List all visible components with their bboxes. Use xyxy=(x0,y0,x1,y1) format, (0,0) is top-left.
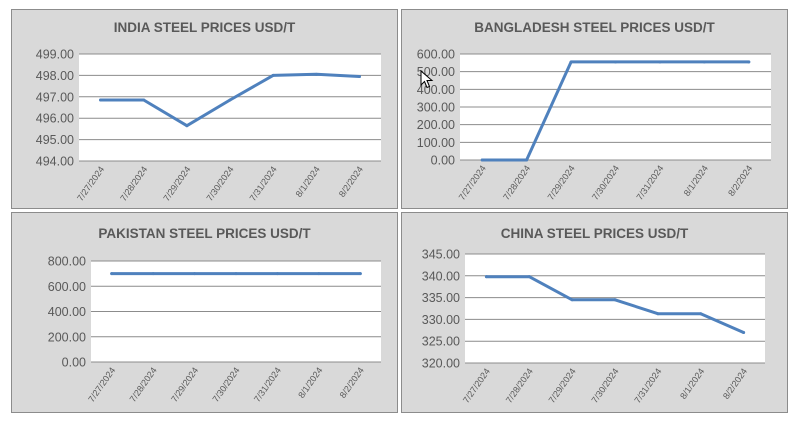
pakistan-data-point xyxy=(317,272,321,276)
china-chart-title: CHINA STEEL PRICES USD/T xyxy=(501,226,689,241)
india-x-tick-label: 8/2/2024 xyxy=(337,164,365,198)
pakistan-x-tick-label: 7/30/2024 xyxy=(210,365,241,404)
china-data-point xyxy=(656,312,660,316)
china-x-tick-label: 7/29/2024 xyxy=(547,366,578,405)
bangladesh-x-tick-label: 7/27/2024 xyxy=(457,163,488,202)
pakistan-y-tick-label: 800.00 xyxy=(48,255,86,269)
mouse-cursor-icon xyxy=(420,70,434,89)
bangladesh-x-tick-label: 7/31/2024 xyxy=(634,163,665,202)
china-x-tick-label: 7/27/2024 xyxy=(461,366,492,405)
india-data-point xyxy=(228,98,232,102)
bangladesh-y-tick-label: 200.00 xyxy=(417,118,455,132)
china-chart-panel: CHINA STEEL PRICES USD/T 320.00 325.00 330.… xyxy=(401,212,788,413)
india-y-tick-label: 498.00 xyxy=(36,69,74,83)
bangladesh-x-tick-label: 8/1/2024 xyxy=(682,163,710,197)
india-chart-title: INDIA STEEL PRICES USD/T xyxy=(114,20,296,35)
pakistan-chart-panel: PAKISTAN STEEL PRICES USD/T 0.00 200.00 400… xyxy=(11,212,398,413)
china-x-tick-label: 7/31/2024 xyxy=(632,366,663,405)
china-x-tick-label: 7/30/2024 xyxy=(589,366,620,405)
india-x-tick-label: 8/1/2024 xyxy=(294,164,322,198)
china-data-point xyxy=(570,298,574,302)
bangladesh-x-tick-label: 7/29/2024 xyxy=(546,163,577,202)
pakistan-x-tick-label: 7/31/2024 xyxy=(252,365,283,404)
bangladesh-chart-svg: BANGLADESH STEEL PRICES USD/T 0.00 100.00 2… xyxy=(417,20,771,202)
bangladesh-x-tick-label: 8/2/2024 xyxy=(726,163,754,197)
pakistan-y-tick-label: 400.00 xyxy=(48,305,86,319)
china-data-point xyxy=(613,298,617,302)
bangladesh-data-point xyxy=(747,60,751,64)
bangladesh-chart-title: BANGLADESH STEEL PRICES USD/T xyxy=(474,20,715,35)
china-y-tick-label: 330.00 xyxy=(422,313,460,327)
india-data-point xyxy=(271,73,275,77)
india-data-point xyxy=(314,72,318,76)
pakistan-data-point xyxy=(275,272,279,276)
pakistan-x-tick-label: 8/1/2024 xyxy=(296,365,324,399)
india-data-point xyxy=(99,98,103,102)
pakistan-data-point xyxy=(234,272,238,276)
pakistan-y-tick-label: 200.00 xyxy=(48,330,86,344)
pakistan-chart-title: PAKISTAN STEEL PRICES USD/T xyxy=(98,226,311,241)
pakistan-y-tick-label: 0.00 xyxy=(62,356,86,370)
china-y-tick-label: 325.00 xyxy=(422,335,460,349)
china-data-point xyxy=(484,275,488,279)
pakistan-x-tick-label: 8/2/2024 xyxy=(338,365,366,399)
bangladesh-data-point xyxy=(569,60,573,64)
india-x-tick-label: 7/31/2024 xyxy=(248,164,279,203)
pakistan-x-tick-label: 7/28/2024 xyxy=(128,365,159,404)
bangladesh-data-point xyxy=(614,60,617,64)
bangladesh-data-point xyxy=(702,60,706,64)
india-y-tick-label: 494.00 xyxy=(36,155,74,169)
india-plot-area xyxy=(79,54,381,161)
bangladesh-x-tick-label: 7/30/2024 xyxy=(590,163,621,202)
bangladesh-chart-panel: BANGLADESH STEEL PRICES USD/T 0.00 100.00 2… xyxy=(401,9,788,209)
china-data-point xyxy=(699,312,703,316)
china-plot-area xyxy=(465,254,765,363)
india-data-point xyxy=(185,124,189,128)
bangladesh-x-tick-label: 7/28/2024 xyxy=(501,163,532,202)
india-chart-panel: INDIA STEEL PRICES USD/T 494.00 495.00 496.… xyxy=(11,9,398,209)
pakistan-data-point xyxy=(358,272,362,276)
china-y-tick-label: 345.00 xyxy=(422,248,460,262)
china-x-tick-label: 8/1/2024 xyxy=(678,366,706,400)
bangladesh-data-point xyxy=(480,158,484,162)
pakistan-chart-svg: PAKISTAN STEEL PRICES USD/T 0.00 200.00 400… xyxy=(48,226,381,404)
china-y-tick-label: 335.00 xyxy=(422,291,460,305)
india-y-tick-label: 495.00 xyxy=(36,133,74,147)
india-data-point xyxy=(142,98,146,102)
china-chart-svg: CHINA STEEL PRICES USD/T 320.00 325.00 330.… xyxy=(422,226,765,405)
china-data-point xyxy=(527,275,531,279)
bangladesh-data-point xyxy=(525,158,529,162)
china-x-tick-label: 7/28/2024 xyxy=(504,366,535,405)
china-data-point xyxy=(742,330,746,334)
bangladesh-y-tick-label: 300.00 xyxy=(417,101,455,115)
pakistan-x-tick-label: 7/27/2024 xyxy=(86,365,117,404)
india-y-tick-label: 499.00 xyxy=(36,48,74,62)
bangladesh-y-tick-label: 100.00 xyxy=(417,136,455,150)
china-x-tick-label: 8/2/2024 xyxy=(721,366,749,400)
pakistan-x-tick-label: 7/29/2024 xyxy=(169,365,200,404)
china-y-tick-label: 340.00 xyxy=(422,269,460,283)
pakistan-data-point xyxy=(110,272,114,276)
india-x-tick-label: 7/30/2024 xyxy=(204,164,235,203)
india-x-tick-label: 7/28/2024 xyxy=(118,164,149,203)
bangladesh-y-tick-label: 0.00 xyxy=(431,154,455,168)
india-y-tick-label: 496.00 xyxy=(36,112,74,126)
india-y-tick-label: 497.00 xyxy=(36,90,74,104)
india-x-tick-label: 7/27/2024 xyxy=(75,164,106,203)
bangladesh-data-point xyxy=(658,60,662,64)
india-data-point xyxy=(357,74,361,78)
pakistan-y-tick-label: 600.00 xyxy=(48,280,86,294)
india-x-tick-label: 7/29/2024 xyxy=(161,164,192,203)
pakistan-data-point xyxy=(193,272,197,276)
india-chart-svg: INDIA STEEL PRICES USD/T 494.00 495.00 496.… xyxy=(36,20,381,203)
pakistan-data-point xyxy=(151,272,155,276)
china-y-tick-label: 320.00 xyxy=(422,357,460,371)
bangladesh-y-tick-label: 600.00 xyxy=(417,48,455,62)
